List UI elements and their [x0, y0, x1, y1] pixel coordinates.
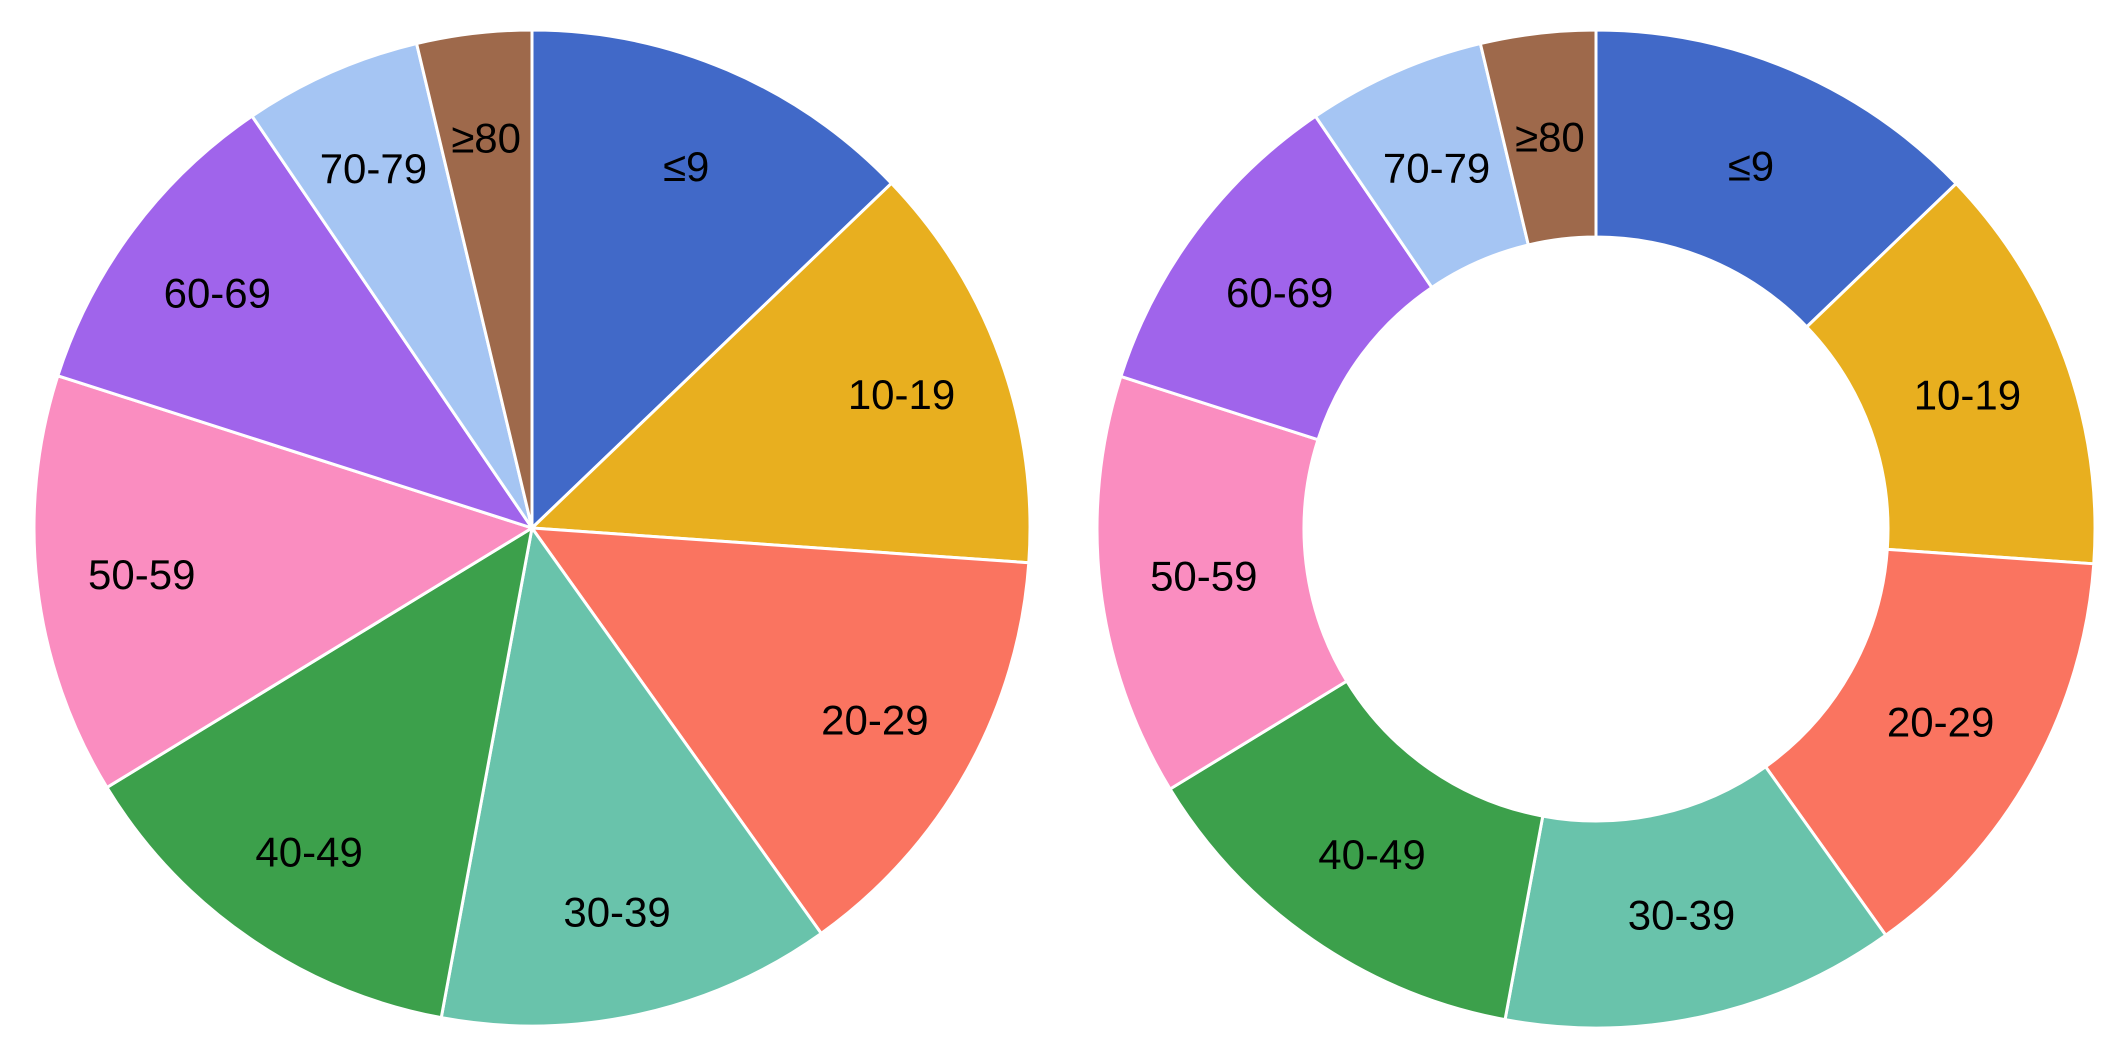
- pie-slice-≥80: [415, 28, 534, 530]
- donut-slice-label-10-19: 10-19: [1914, 371, 2021, 418]
- pie-slice-10-19: [530, 181, 1032, 565]
- donut-slice-≤9: [1594, 28, 1958, 329]
- pie-slice-label-20-29: 20-29: [821, 697, 928, 744]
- donut-slice-label-70-79: 70-79: [1383, 144, 1490, 191]
- pie-slice-60-69: [56, 114, 534, 530]
- pie-slice-40-49: [105, 526, 534, 1020]
- pie-slice-20-29: [530, 526, 1031, 935]
- donut-slice-label-60-69: 60-69: [1226, 269, 1333, 316]
- pie-slice-label-60-69: 60-69: [164, 269, 271, 316]
- pie-slice-label-10-19: 10-19: [848, 371, 955, 418]
- donut-slice-label-30-39: 30-39: [1628, 891, 1735, 938]
- donut-slice-label-40-49: 40-49: [1318, 831, 1425, 878]
- pie-slice-≤9: [530, 28, 893, 530]
- donut-slice-label-50-59: 50-59: [1150, 552, 1257, 599]
- donut-slice-label-≤9: ≤9: [1728, 142, 1774, 189]
- pie-slice-50-59: [32, 374, 534, 789]
- donut-slice-50-59: [1095, 374, 1349, 791]
- pie-slice-label-30-39: 30-39: [563, 888, 670, 935]
- donut-slice-20-29: [1764, 547, 2096, 937]
- pie-slice-label-≤9: ≤9: [663, 143, 709, 190]
- donut-slice-10-19: [1805, 182, 2097, 566]
- pie-slice-30-39: [439, 526, 823, 1028]
- donut-slice-≥80: [1478, 28, 1598, 247]
- donut-slice-label-20-29: 20-29: [1887, 699, 1994, 746]
- donut-slice-label-≥80: ≥80: [1515, 113, 1585, 160]
- age-distribution-pie-panel: ≤9 10-19 20-29 30-39 40-49 50-59 60-69 70-79 ≥80: [32, 28, 1032, 1028]
- pie-slice-label-40-49: 40-49: [255, 828, 362, 875]
- age-distribution-pie-chart: ≤9 10-19 20-29 30-39 40-49 50-59 60-69 70-79 ≥80: [32, 28, 1032, 1028]
- donut-slice-40-49: [1168, 679, 1545, 1022]
- donut-slice-30-39: [1503, 765, 1888, 1030]
- pie-slice-label-70-79: 70-79: [320, 145, 427, 192]
- pie-slice-70-79: [250, 42, 534, 530]
- age-distribution-donut-panel: ≤9 10-19 20-29 30-39 40-49 50-59 60-69 70-79 ≥80: [1064, 0, 2128, 1064]
- pie-slice-label-≥80: ≥80: [451, 114, 521, 161]
- pie-slice-label-50-59: 50-59: [88, 551, 195, 598]
- age-distribution-donut-chart: ≤9 10-19 20-29 30-39 40-49 50-59 60-69 70-79 ≥80: [1095, 28, 2097, 1030]
